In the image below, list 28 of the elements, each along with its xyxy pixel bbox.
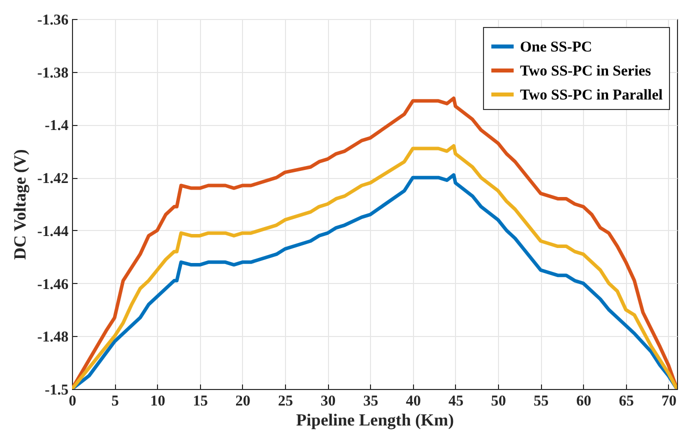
legend-label: Two SS-PC in Series <box>520 64 652 80</box>
y-tick-label: -1.38 <box>37 65 68 82</box>
y-tick-label: -1.48 <box>37 330 68 346</box>
x-tick-label: 5 <box>111 394 119 410</box>
x-tick-label: 40 <box>406 394 421 410</box>
y-tick-label: -1.5 <box>44 382 68 398</box>
x-tick-label: 10 <box>150 394 166 410</box>
x-tick-label: 15 <box>192 394 208 410</box>
x-tick-label: 25 <box>278 394 294 410</box>
x-tick-label: 30 <box>320 394 336 410</box>
y-tick-label: -1.36 <box>37 12 69 28</box>
x-tick-label: 35 <box>363 394 378 410</box>
x-tick-label: 50 <box>491 394 506 410</box>
x-tick-label: 0 <box>68 394 76 410</box>
x-tick-label: 55 <box>534 394 549 410</box>
x-tick-label: 20 <box>235 394 250 410</box>
legend-label: Two SS-PC in Parallel <box>520 88 663 104</box>
y-axis-title: DC Voltage (V) <box>10 149 30 260</box>
legend-label: One SS-PC <box>520 40 592 56</box>
y-tick-label: -1.46 <box>37 276 69 293</box>
x-tick-label: 65 <box>618 394 634 410</box>
x-axis-title: Pipeline Length (Km) <box>296 410 454 430</box>
y-tick-label: -1.4 <box>44 118 69 134</box>
x-tick-label: 45 <box>448 394 464 410</box>
y-tick-label: -1.44 <box>37 224 69 240</box>
y-tick-label: -1.42 <box>37 171 68 188</box>
x-tick-label: 70 <box>661 394 676 410</box>
x-tick-label: 60 <box>576 394 592 410</box>
